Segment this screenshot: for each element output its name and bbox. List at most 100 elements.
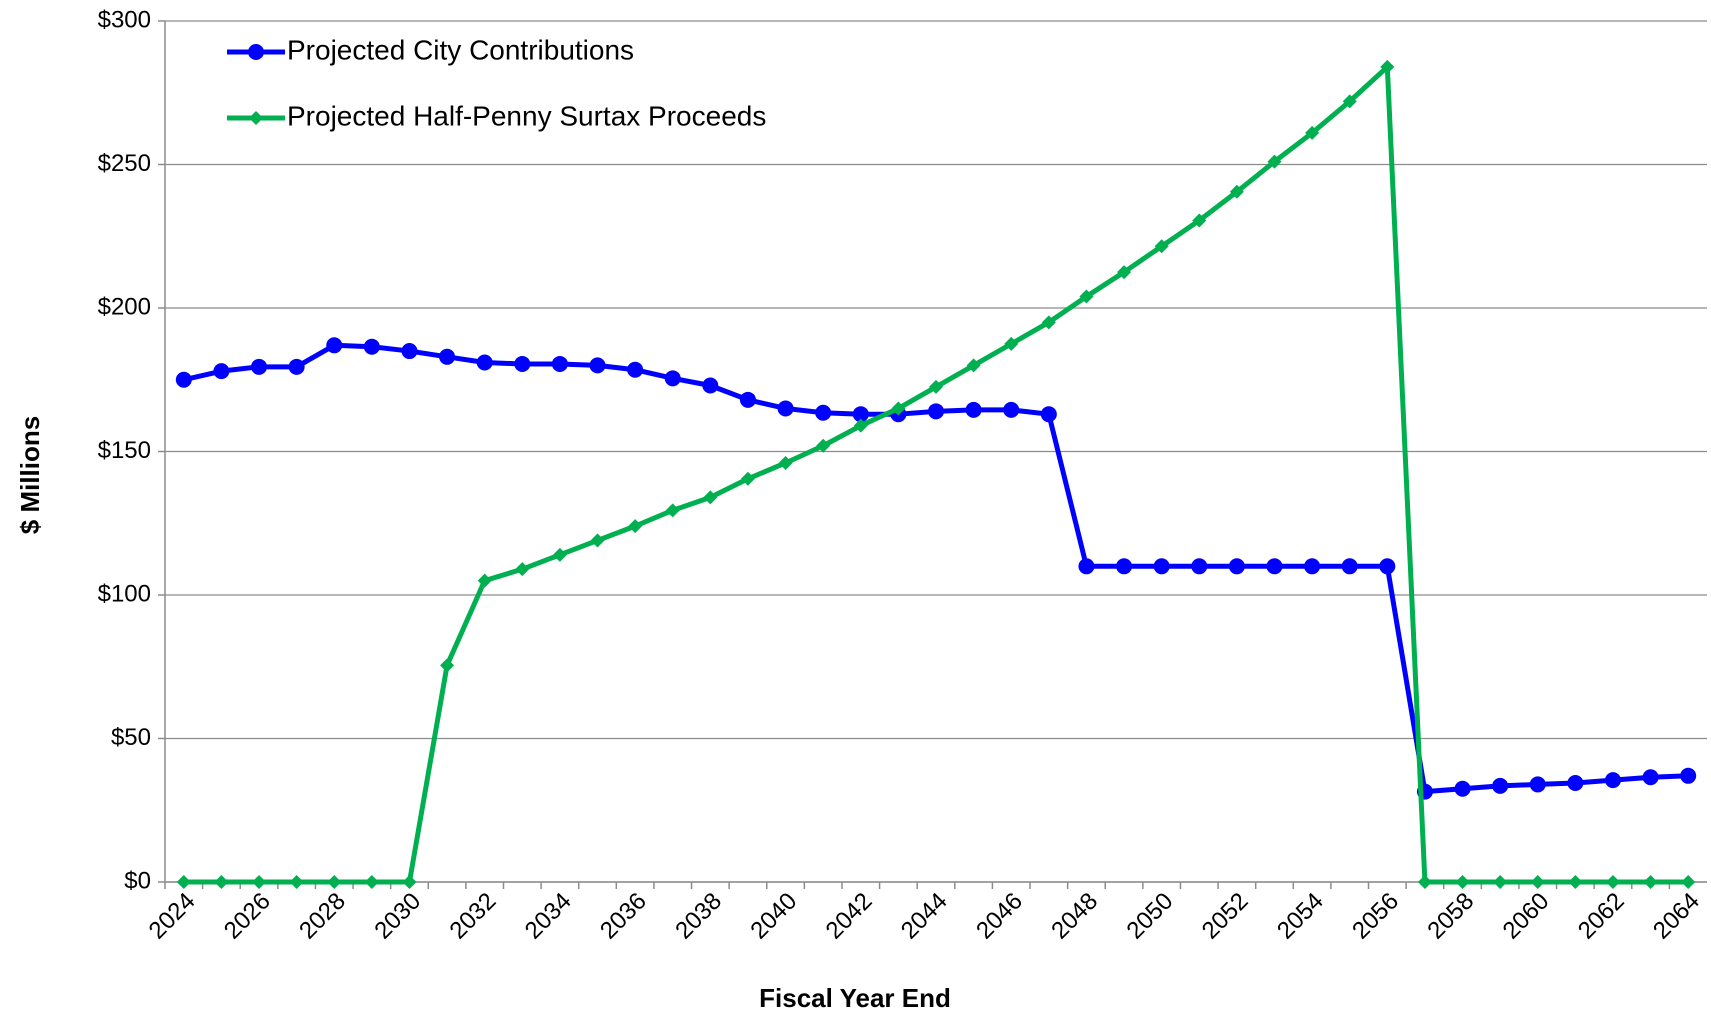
- point: [702, 377, 719, 394]
- x-tick-label: 2056: [1347, 888, 1404, 945]
- point: [1605, 875, 1620, 889]
- x-tick-label: 2048: [1046, 888, 1103, 945]
- point: [363, 338, 380, 355]
- point: [1116, 558, 1133, 575]
- point: [214, 875, 229, 889]
- x-tick-label: 2054: [1272, 888, 1329, 945]
- point: [251, 358, 268, 375]
- point: [739, 391, 756, 408]
- x-tick-label: 2038: [670, 888, 727, 945]
- x-tick-label: 2032: [445, 888, 502, 945]
- point: [552, 547, 567, 562]
- point: [401, 343, 418, 360]
- point: [515, 562, 530, 577]
- point: [1529, 776, 1546, 793]
- point: [1530, 875, 1545, 889]
- point: [364, 875, 379, 889]
- point: [1041, 315, 1056, 330]
- legend-label: Projected City Contributions: [287, 34, 634, 65]
- point: [966, 358, 981, 373]
- point: [514, 355, 531, 372]
- point: [1342, 94, 1357, 109]
- point: [928, 403, 944, 420]
- point: [176, 875, 191, 889]
- legend-marker: [248, 44, 264, 60]
- y-tick-label: $300: [98, 6, 151, 33]
- point: [213, 363, 230, 380]
- point: [1154, 239, 1169, 254]
- point: [1228, 558, 1245, 575]
- point: [853, 418, 868, 433]
- point: [627, 361, 644, 378]
- x-tick-label: 2052: [1197, 888, 1254, 945]
- point: [1604, 772, 1621, 789]
- x-tick-label: 2058: [1422, 888, 1479, 945]
- point: [778, 455, 793, 470]
- point: [664, 370, 681, 387]
- x-axis-title: Fiscal Year End: [759, 983, 951, 1013]
- point: [1267, 154, 1282, 169]
- point: [965, 401, 982, 418]
- point: [1568, 875, 1583, 889]
- point: [1004, 336, 1019, 351]
- point: [852, 406, 869, 423]
- point: [1153, 558, 1170, 575]
- point: [439, 348, 456, 365]
- point: [477, 573, 492, 588]
- x-tick-label: 2034: [520, 888, 577, 945]
- x-tick-label: 2026: [219, 888, 276, 945]
- legend-marker: [249, 111, 263, 125]
- point: [1455, 875, 1470, 889]
- x-tick-label: 2050: [1122, 888, 1179, 945]
- point: [551, 355, 568, 372]
- x-tick-label: 2064: [1648, 888, 1705, 945]
- point: [891, 401, 906, 416]
- point: [175, 371, 192, 388]
- y-tick-label: $150: [98, 437, 151, 464]
- point: [628, 519, 643, 534]
- point: [289, 875, 304, 889]
- point: [703, 490, 718, 505]
- point: [1643, 875, 1658, 889]
- point: [326, 337, 343, 354]
- point: [777, 400, 794, 417]
- point: [1417, 875, 1432, 889]
- x-tick-label: 2046: [971, 888, 1028, 945]
- point: [816, 438, 831, 453]
- point: [589, 357, 606, 374]
- y-axis-title: $ Millions: [15, 416, 45, 534]
- point: [1191, 558, 1208, 575]
- point: [1304, 558, 1321, 575]
- point: [1493, 875, 1508, 889]
- legend-label: Projected Half-Penny Surtax Proceeds: [287, 100, 766, 131]
- point: [1680, 767, 1697, 784]
- point: [327, 875, 342, 889]
- point: [1379, 558, 1396, 575]
- y-tick-label: $200: [98, 293, 151, 320]
- x-tick-label: 2042: [821, 888, 878, 945]
- x-tick-label: 2040: [745, 888, 802, 945]
- point: [665, 503, 680, 518]
- y-tick-label: $250: [98, 150, 151, 177]
- point: [815, 404, 832, 421]
- point: [402, 875, 417, 889]
- x-tick-label: 2036: [595, 888, 652, 945]
- point: [1341, 558, 1358, 575]
- y-tick-label: $0: [124, 867, 151, 894]
- point: [929, 379, 943, 394]
- y-tick-label: $50: [111, 724, 151, 751]
- x-tick-label: 2062: [1573, 888, 1630, 945]
- point: [1454, 780, 1471, 797]
- x-tick-label: 2028: [294, 888, 351, 945]
- point: [1567, 774, 1584, 791]
- point: [1078, 558, 1095, 575]
- point: [440, 658, 455, 673]
- point: [1305, 125, 1320, 140]
- point: [1681, 875, 1696, 889]
- series-line: [183, 64, 1689, 885]
- point: [1192, 213, 1207, 228]
- point: [1492, 777, 1509, 794]
- point: [1642, 769, 1659, 786]
- point: [740, 471, 755, 486]
- x-tick-label: 2060: [1498, 888, 1555, 945]
